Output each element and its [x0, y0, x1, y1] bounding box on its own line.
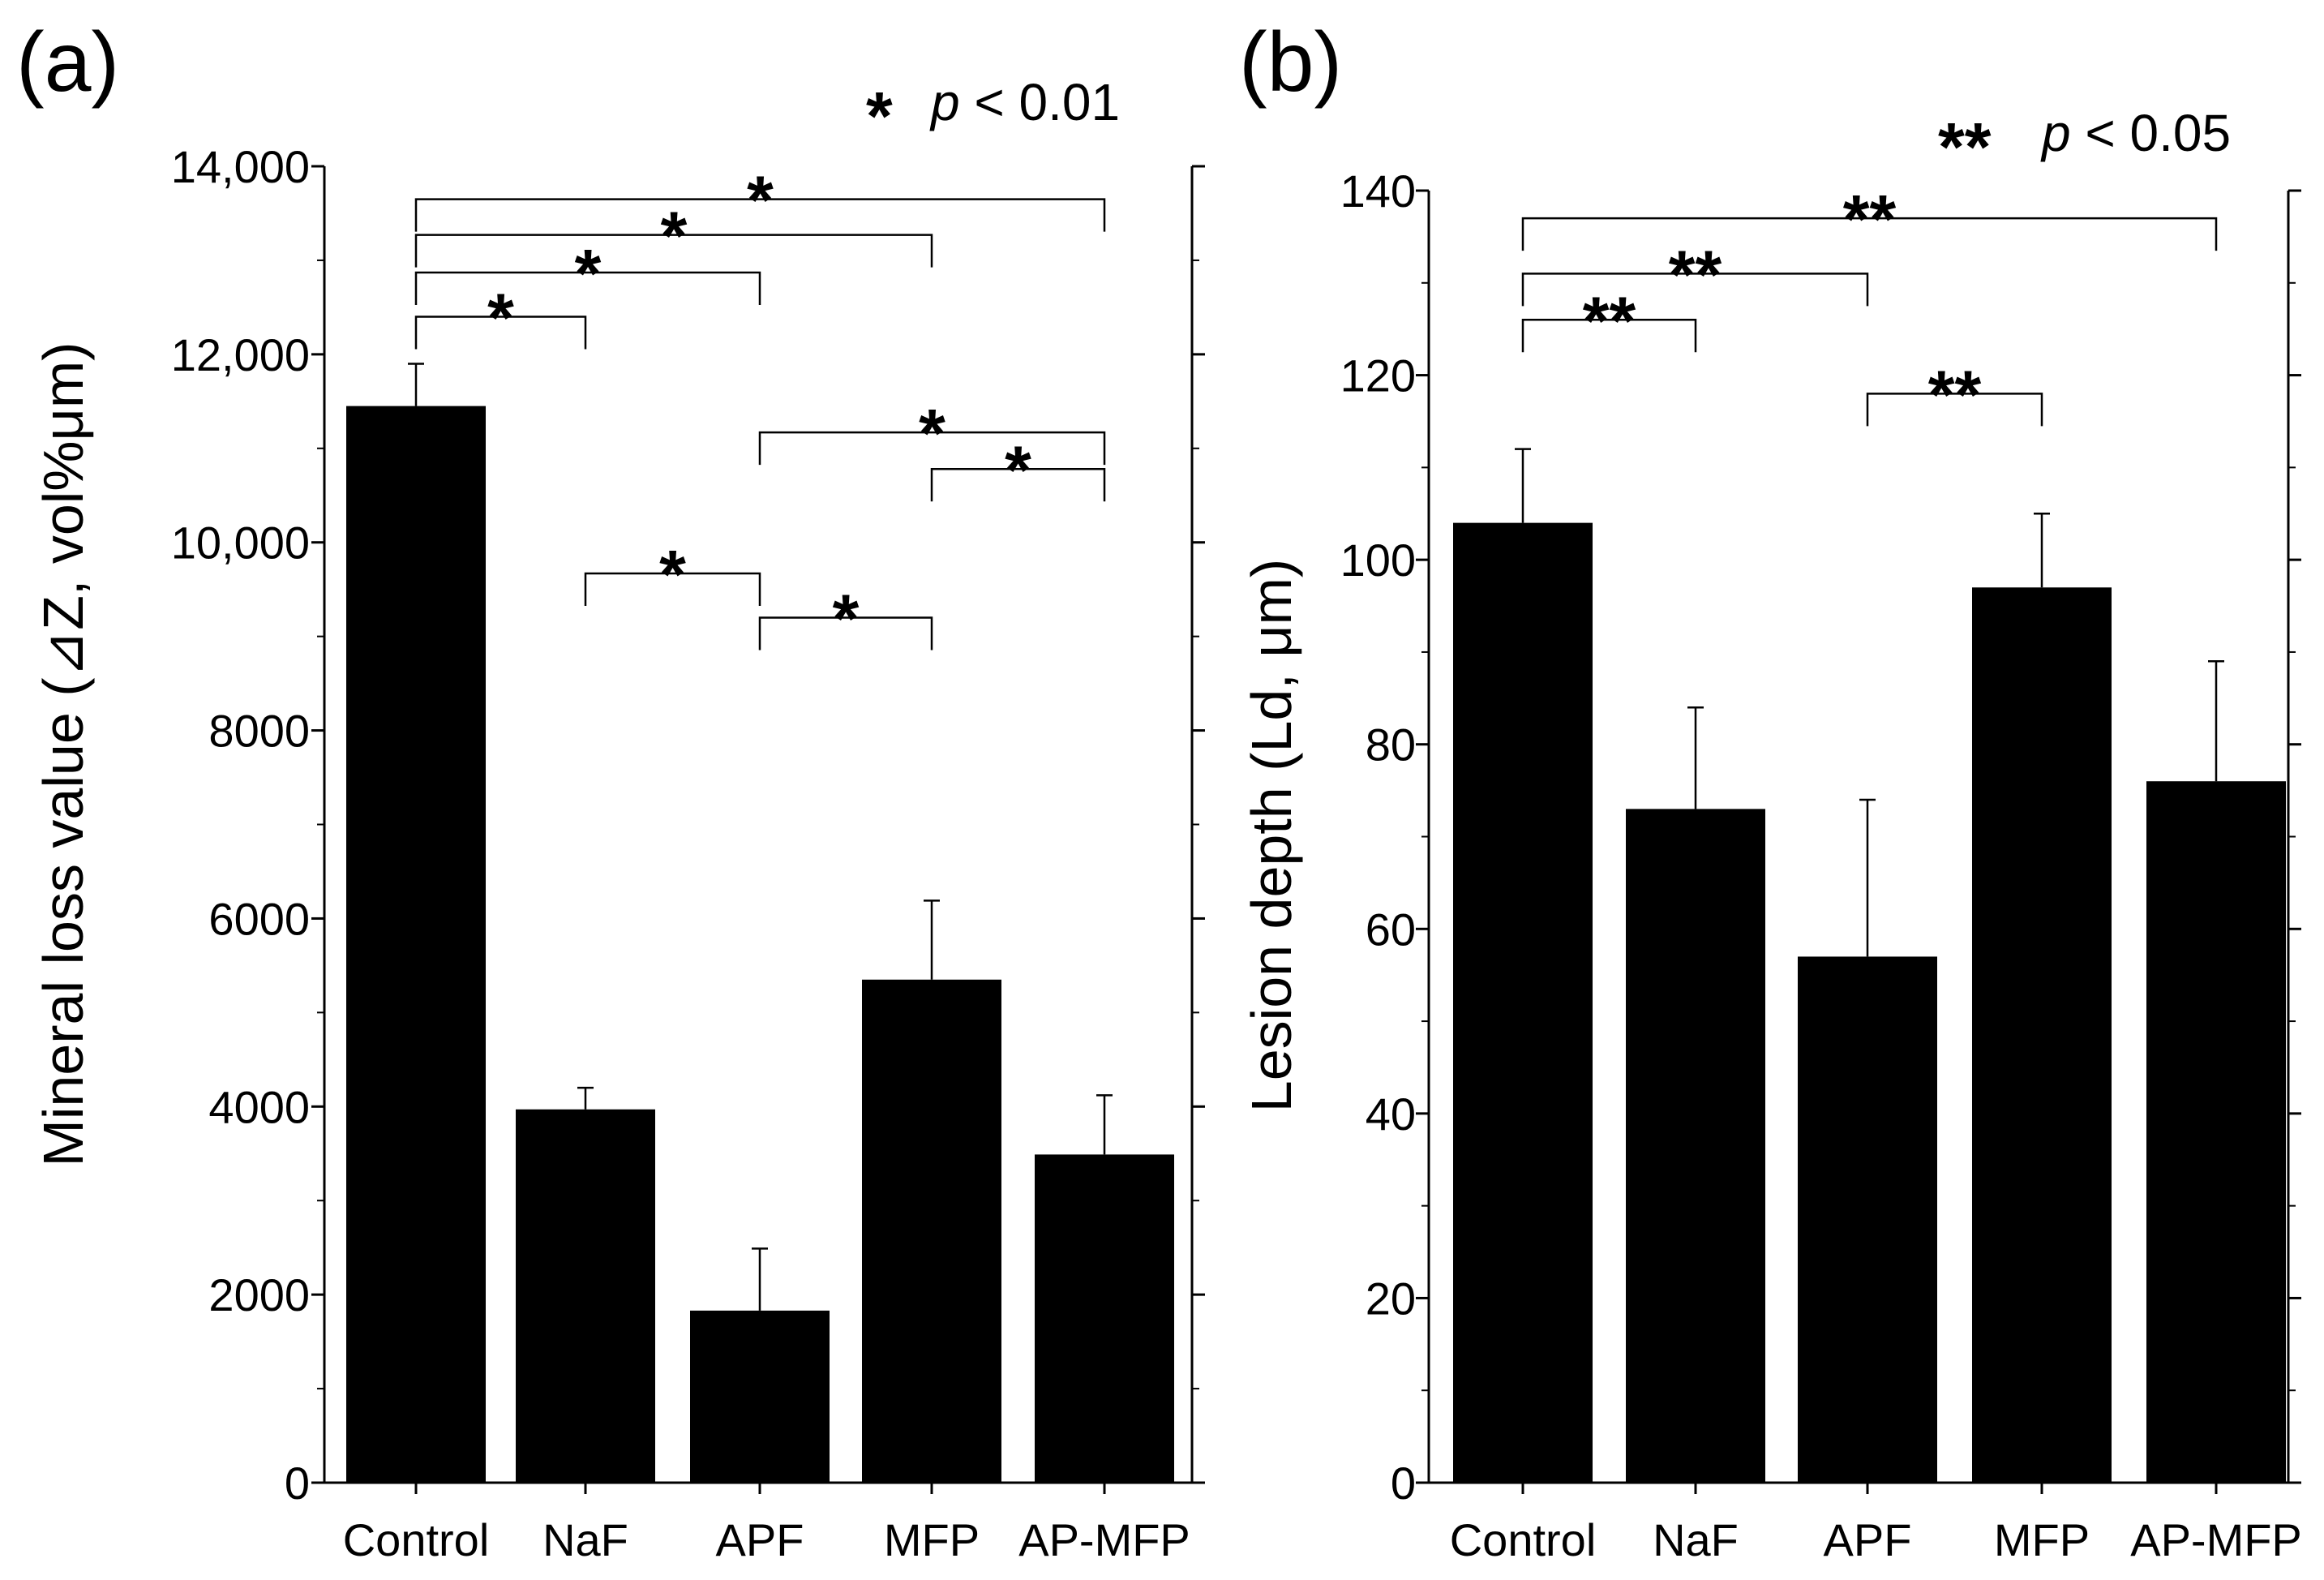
a-y-tick-label: 0 — [285, 1458, 310, 1509]
a-significance-stars: * — [919, 395, 945, 471]
b-bar-ap-mfp — [2146, 781, 2286, 1483]
a-category-label: APF — [716, 1514, 804, 1565]
a-y-tick-label: 12,000 — [171, 329, 310, 380]
b-p-symbol: p — [2040, 104, 2071, 162]
b-y-tick-label: 0 — [1391, 1458, 1416, 1509]
b-p-note-text: p < 0.05 — [2040, 104, 2231, 162]
b-significance-bracket — [1866, 393, 2043, 427]
panel-b-lesion-depth-chart: 0 20 40 60 80 100 120 140 Lesion depth (Ld, μm) (… — [1239, 15, 2302, 1565]
a-category-label: AP-MFP — [1018, 1514, 1190, 1565]
a-significance-bracket — [414, 234, 933, 268]
b-y-tick-label: 120 — [1340, 350, 1416, 401]
a-significance-stars: * — [575, 235, 602, 311]
a-significance-stars: * — [747, 162, 774, 238]
a-significance-bracket — [584, 572, 761, 606]
b-significance-stars: ** — [1669, 236, 1722, 312]
b-y-tick-label: 40 — [1366, 1088, 1416, 1140]
b-category-label: APF — [1824, 1514, 1912, 1565]
b-y-tick-label: 20 — [1366, 1273, 1416, 1324]
b-y-axis-title: Lesion depth (Ld, μm) — [1240, 559, 1303, 1112]
a-significance-bracket — [758, 616, 933, 650]
a-y-tick-label: 2000 — [208, 1269, 310, 1320]
a-significance-stars: * — [833, 580, 860, 656]
b-significance-bracket — [1521, 273, 1869, 307]
a-significance-stars: * — [659, 536, 686, 612]
b-y-tick-label: 100 — [1340, 535, 1416, 586]
a-bar-ap-mfp — [1035, 1154, 1174, 1483]
b-bar-naf — [1626, 809, 1765, 1483]
a-bar-apf — [690, 1310, 830, 1483]
b-y-tick-label: 60 — [1366, 904, 1416, 955]
b-bar-control — [1453, 522, 1593, 1483]
a-significance-bracket — [930, 468, 1106, 502]
b-significance-bracket — [1521, 319, 1697, 353]
a-p-threshold: < 0.01 — [960, 73, 1121, 131]
b-category-label: NaF — [1653, 1514, 1739, 1565]
a-y-tick-label: 14,000 — [171, 141, 310, 192]
a-p-symbol: p — [929, 73, 960, 131]
a-y-tick-label: 10,000 — [171, 517, 310, 569]
b-significance-stars: ** — [1843, 181, 1897, 257]
a-y-tick-label: 8000 — [208, 706, 310, 757]
a-y-tick-label: 6000 — [208, 893, 310, 944]
a-significance-bracket — [414, 271, 761, 305]
a-y-tick-label: 4000 — [208, 1081, 310, 1132]
b-category-label: Control — [1450, 1514, 1597, 1565]
b-bar-apf — [1798, 956, 1937, 1483]
b-bar-mfp — [1972, 587, 2112, 1483]
b-panel-label: (b) — [1239, 15, 1342, 109]
b-significance-stars: ** — [1928, 356, 1982, 432]
a-category-label: NaF — [542, 1514, 628, 1565]
a-significance-bracket — [758, 431, 1106, 466]
b-significance-stars: ** — [1583, 282, 1636, 359]
b-p-threshold: < 0.05 — [2071, 104, 2232, 162]
a-significance-stars: * — [661, 198, 688, 274]
a-significance-stars: * — [487, 279, 514, 355]
b-p-note-stars: ** — [1938, 109, 1992, 185]
a-p-note-text: p < 0.01 — [929, 73, 1120, 131]
a-significance-stars: * — [1005, 431, 1031, 508]
b-category-label: AP-MFP — [2130, 1514, 2302, 1565]
a-significance-bracket — [414, 316, 587, 350]
a-y-axis-title: Mineral loss value (⊿Z, vol%μm) — [32, 342, 95, 1167]
b-category-label: MFP — [1994, 1514, 2090, 1565]
a-p-note-stars: * — [866, 78, 893, 154]
b-significance-bracket — [1521, 217, 2218, 251]
a-bar-mfp — [862, 979, 1001, 1483]
b-y-tick-label: 140 — [1340, 165, 1416, 217]
a-panel-label: (a) — [16, 15, 119, 109]
panel-a-mineral-loss-chart: 0 2000 4000 6000 8000 10,000 12,000 14,000 Miner… — [16, 15, 1205, 1565]
a-significance-bracket — [414, 198, 1106, 232]
a-category-label: Control — [343, 1514, 490, 1565]
a-bar-naf — [516, 1109, 655, 1483]
a-category-label: MFP — [884, 1514, 980, 1565]
b-y-tick-label: 80 — [1366, 719, 1416, 771]
a-bar-control — [346, 406, 486, 1483]
